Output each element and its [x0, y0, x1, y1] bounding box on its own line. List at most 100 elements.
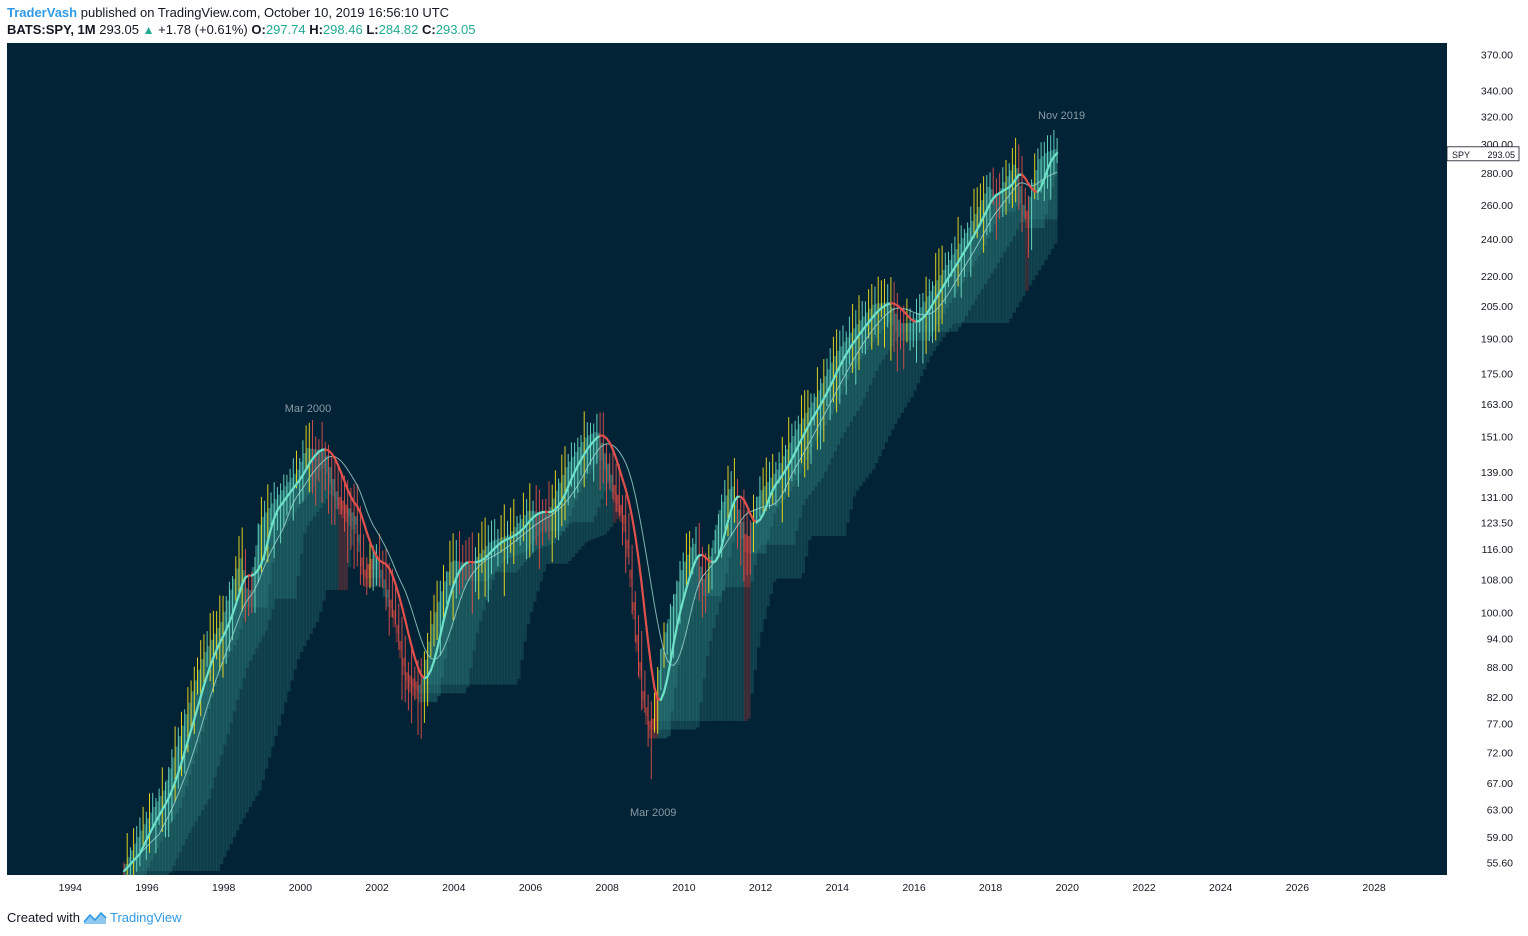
band-segment	[223, 611, 227, 664]
band-segment	[255, 545, 259, 649]
band-segment	[478, 553, 483, 582]
band-segment	[699, 566, 703, 703]
band-segment	[542, 513, 547, 572]
band-segment	[411, 678, 416, 696]
band-segment	[785, 449, 790, 579]
band-segment	[596, 432, 601, 460]
band-segment	[692, 543, 697, 730]
band-segment	[600, 442, 604, 461]
price-axis[interactable]: 370.00340.00320.00300.00280.00260.00240.…	[1447, 43, 1521, 899]
band-segment	[827, 369, 831, 465]
band-segment	[306, 448, 310, 526]
price-tick-label: 163.00	[1481, 399, 1513, 411]
tradingview-link[interactable]: TradingView	[109, 910, 182, 925]
time-tick-label: 2028	[1362, 882, 1386, 894]
band-segment	[785, 449, 790, 545]
band-segment	[184, 714, 189, 840]
band-segment	[510, 531, 515, 573]
band-segment	[488, 542, 492, 579]
band-segment	[481, 549, 486, 611]
fast-ma-segment	[237, 583, 244, 596]
band-segment	[389, 599, 393, 609]
band-segment	[494, 539, 499, 573]
fast-ma-segment	[979, 215, 985, 225]
band-segment	[855, 324, 860, 491]
band-segment	[216, 627, 221, 872]
band-segment	[545, 513, 550, 531]
band-segment	[910, 323, 914, 341]
band-segment	[667, 619, 671, 737]
band-segment	[242, 570, 246, 618]
band-segment	[622, 515, 627, 524]
symbol-label[interactable]: BATS:SPY, 1M	[7, 22, 96, 37]
band-segment	[322, 450, 326, 504]
band-segment	[587, 435, 591, 475]
band-segment	[833, 355, 837, 408]
author-link[interactable]: TraderVash	[7, 5, 78, 20]
band-segment	[609, 474, 614, 528]
band-segment	[967, 227, 972, 311]
fast-ma-segment	[793, 444, 800, 454]
peak-annotation: Mar 2009	[630, 807, 676, 819]
band-segment	[926, 296, 930, 363]
price-tick-label: 175.00	[1481, 369, 1513, 381]
band-segment	[740, 521, 745, 588]
up-triangle-icon: ▲	[142, 23, 155, 37]
time-tick-label: 1998	[212, 882, 236, 894]
fast-ma-segment	[164, 796, 170, 806]
band-segment	[830, 362, 834, 415]
band-segment	[1018, 186, 1023, 302]
band-segment	[558, 482, 563, 564]
fast-ma-segment	[1052, 151, 1059, 158]
band-segment	[376, 560, 380, 578]
band-segment	[686, 554, 690, 624]
band-segment	[906, 323, 911, 403]
band-segment	[916, 312, 921, 341]
band-segment	[1041, 156, 1045, 265]
band-segment	[338, 496, 342, 515]
price-tag-value: 293.05	[1487, 150, 1515, 160]
band-segment	[683, 561, 687, 721]
fast-ma-segment	[445, 595, 451, 610]
band-segment	[871, 304, 876, 378]
band-segment	[1031, 183, 1036, 229]
band-segment	[651, 718, 655, 739]
band-segment	[424, 659, 428, 703]
band-segment	[986, 186, 991, 239]
band-segment	[175, 746, 179, 859]
band-segment	[865, 312, 869, 351]
band-segment	[577, 447, 582, 550]
band-segment	[296, 469, 301, 576]
close-label: C:	[422, 22, 436, 37]
band-segment	[472, 560, 476, 651]
band-segment	[846, 337, 850, 380]
band-segment	[590, 433, 595, 523]
price-axis-bg	[1447, 43, 1521, 899]
fast-ma-segment	[646, 640, 653, 669]
band-segment	[686, 554, 690, 730]
band-segment	[945, 265, 949, 309]
band-segment	[993, 193, 997, 269]
fast-ma-segment	[627, 500, 634, 519]
fast-ma-segment	[356, 505, 362, 514]
time-axis[interactable]: 1994 1996 1998 2000 2002 2004 2006 2008 2010 2012…	[7, 875, 1447, 899]
fast-ma-segment	[787, 457, 794, 466]
band-segment	[875, 303, 879, 464]
time-tick-label: 2014	[826, 882, 850, 894]
time-tick-label: 1996	[135, 882, 159, 894]
price-chart[interactable]: Mar 2000 Mar 2009 Nov 2019 370.00 340.00 320…	[7, 43, 1521, 899]
band-segment	[152, 807, 157, 855]
band-segment	[660, 647, 665, 721]
band-segment	[830, 362, 834, 537]
band-segment	[347, 508, 352, 526]
band-segment	[862, 316, 866, 355]
fast-ma-segment	[394, 583, 400, 597]
band-segment	[456, 561, 460, 685]
band-segment	[788, 442, 793, 545]
band-segment	[488, 542, 492, 590]
band-segment	[823, 376, 828, 537]
time-tick-label: 2002	[365, 882, 389, 894]
band-segment	[600, 442, 604, 500]
band-segment	[811, 402, 815, 537]
band-segment	[676, 581, 681, 721]
